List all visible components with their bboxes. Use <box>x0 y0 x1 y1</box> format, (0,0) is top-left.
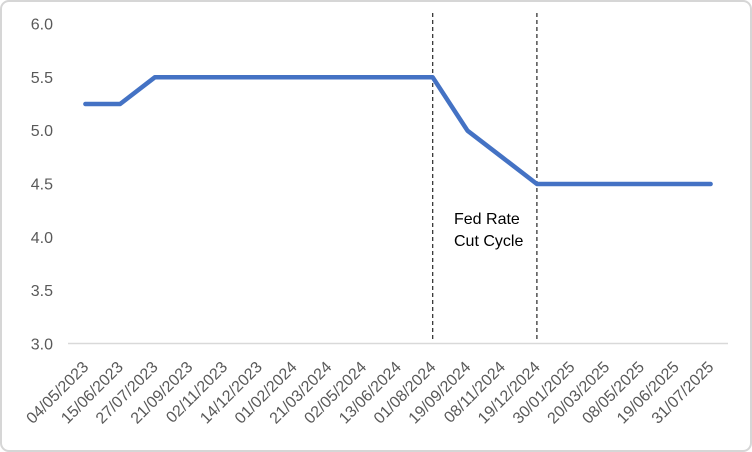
y-axis-tick-label: 3.5 <box>31 283 53 300</box>
y-axis-tick-label: 4.5 <box>31 177 53 194</box>
y-axis-tick-label: 4.0 <box>31 230 53 247</box>
y-axis-tick-label: 5.0 <box>31 123 53 140</box>
y-axis-tick-label: 3.0 <box>31 337 53 354</box>
y-axis-tick-label: 5.5 <box>31 70 53 87</box>
y-axis-tick-label: 6.0 <box>31 17 53 34</box>
rate-line-series <box>83 75 713 187</box>
